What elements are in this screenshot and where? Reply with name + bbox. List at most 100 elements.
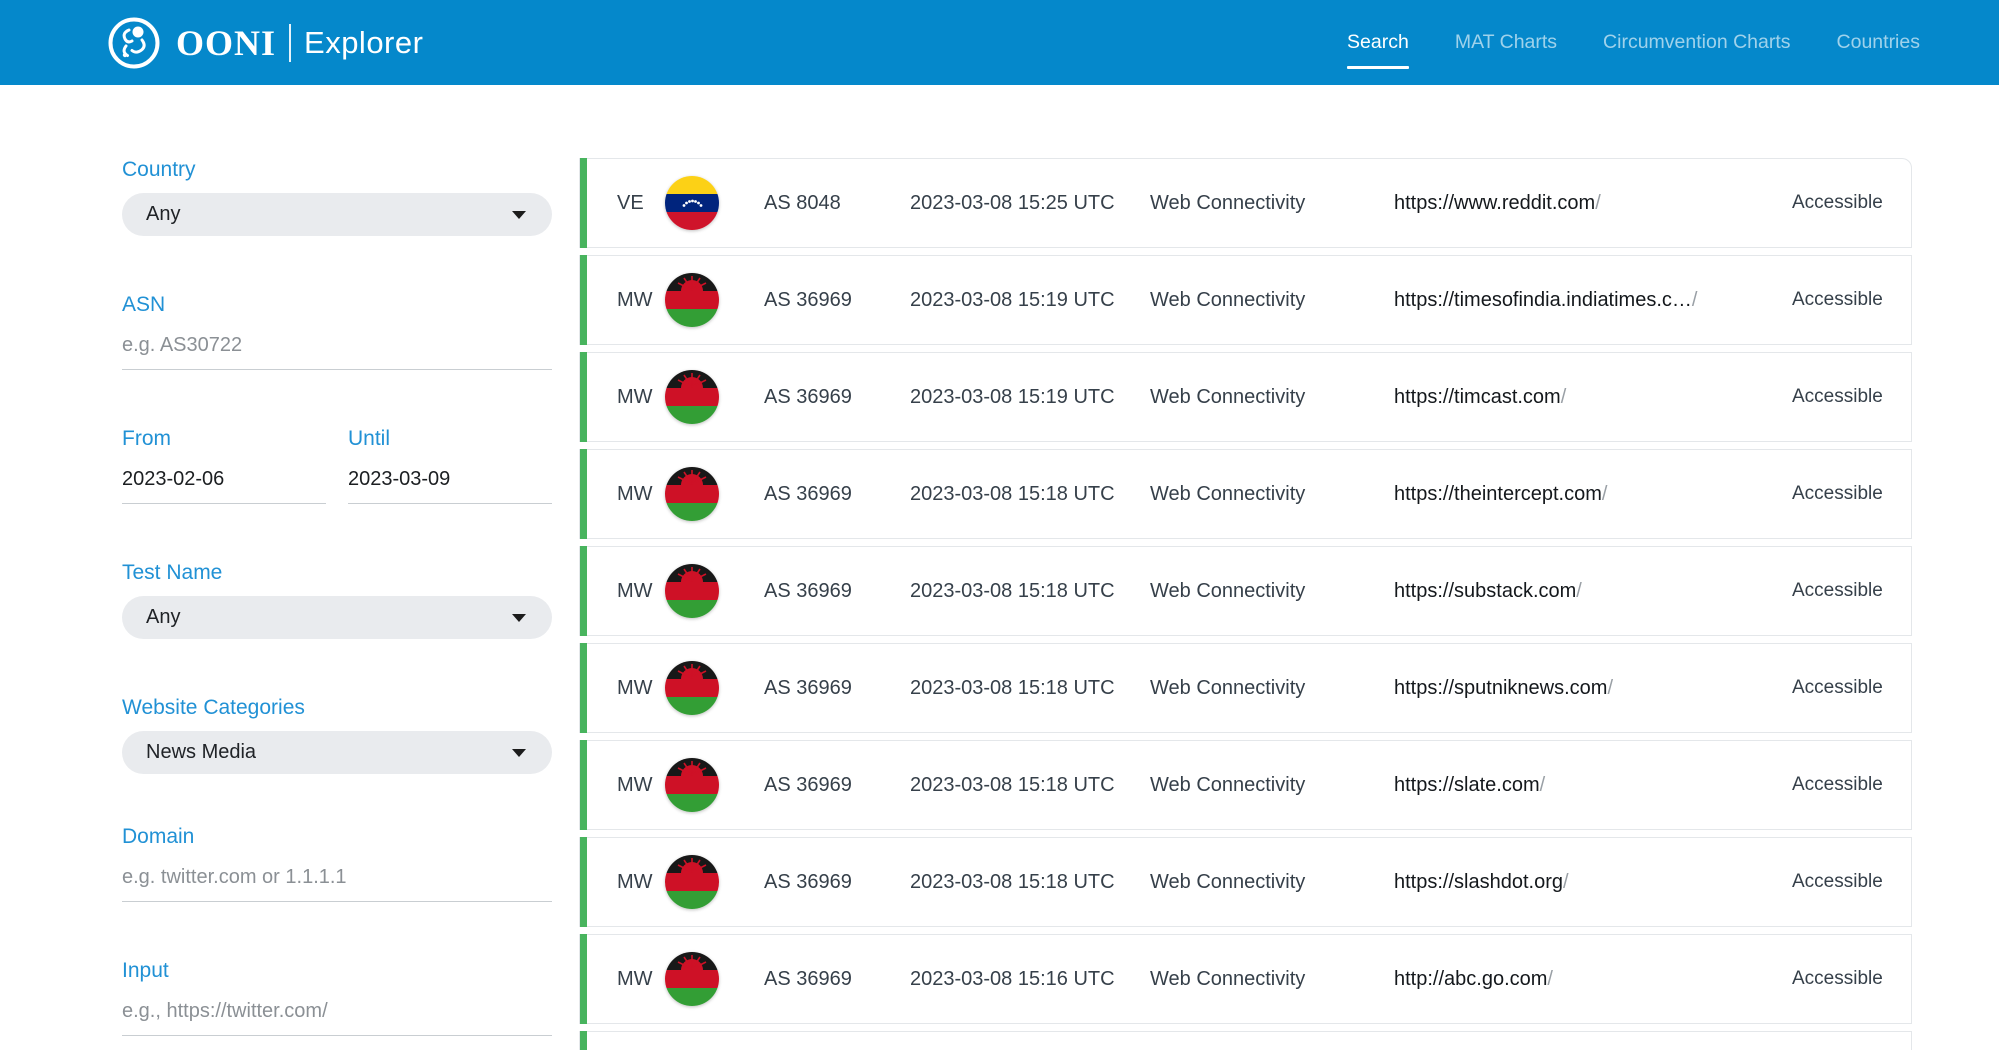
- url-text: https://substack.com: [1394, 579, 1577, 602]
- country-code: MW: [617, 870, 653, 893]
- country-label: Country: [122, 158, 196, 181]
- input-filter: Input: [122, 958, 552, 1036]
- test-name: Web Connectivity: [1150, 967, 1306, 990]
- country-code: MW: [617, 288, 653, 311]
- asn: AS 36969: [764, 967, 852, 990]
- asn-input[interactable]: [122, 324, 552, 370]
- malawi-flag-icon: [665, 273, 719, 327]
- url-trailing-slash: /: [1601, 482, 1608, 505]
- measurement-row[interactable]: MW AS 36969 2023-03-08 15:18 UTC Web Con…: [579, 449, 1912, 539]
- url: https://substack.com/: [1394, 580, 1789, 603]
- filter-sidebar: Country Any ASN From Until: [122, 85, 552, 1036]
- measurement-row[interactable]: MW AS 36969 2023-03-08 15:16 UTC Web Con…: [579, 934, 1912, 1024]
- domain-input[interactable]: [122, 856, 552, 902]
- timestamp: 2023-03-08 15:25 UTC: [910, 191, 1115, 214]
- status-badge: Accessible: [1792, 386, 1883, 407]
- malawi-flag-icon: [665, 661, 719, 715]
- test-name: Web Connectivity: [1150, 191, 1306, 214]
- ooni-home-link[interactable]: OONI Explorer: [108, 17, 423, 69]
- result-status-bar: [580, 449, 587, 539]
- url-text: https://timcast.com: [1394, 385, 1561, 408]
- website-categories-filter: Website Categories News Media: [122, 695, 552, 774]
- country-code: MW: [617, 773, 653, 796]
- ooni-octopus-logo-icon: [108, 17, 160, 69]
- result-status-bar: [580, 352, 587, 442]
- url: https://www.reddit.com/: [1394, 192, 1789, 215]
- test-name-filter: Test Name Any: [122, 560, 552, 639]
- nav-link-countries[interactable]: Countries: [1836, 31, 1920, 53]
- status-badge: Accessible: [1792, 580, 1883, 601]
- asn: AS 36969: [764, 773, 852, 796]
- timestamp: 2023-03-08 15:18 UTC: [910, 773, 1115, 796]
- measurement-row[interactable]: VE AS 8048 2023-03-08 15:25 UTC Web Conn…: [579, 158, 1912, 248]
- measurement-row[interactable]: MW AS 36969 2023-03-08 15:19 UTC Web Con…: [579, 352, 1912, 442]
- measurement-row[interactable]: MW AS 36969 2023-03-08 15:18 UTC Web Con…: [579, 740, 1912, 830]
- result-status-bar: [580, 934, 587, 1024]
- malawi-flag-icon: [665, 564, 719, 618]
- measurement-row[interactable]: MW AS 36969 2023-03-08 15:18 UTC Web Con…: [579, 643, 1912, 733]
- result-status-bar: [580, 837, 587, 927]
- domain-label: Domain: [122, 825, 195, 848]
- url-trailing-slash: /: [1560, 385, 1567, 408]
- malawi-flag-icon: [665, 758, 719, 812]
- url: https://timesofindia.indiatimes.c…/: [1394, 289, 1789, 312]
- test-name-select[interactable]: Any: [122, 596, 552, 639]
- from-date-input[interactable]: [122, 458, 326, 504]
- test-name: Web Connectivity: [1150, 288, 1306, 311]
- url-text: https://theintercept.com: [1394, 482, 1602, 505]
- measurement-row[interactable]: MW AS 36969 2023-03-08 15:18 UTC Web Con…: [579, 837, 1912, 927]
- malawi-flag-icon: [665, 855, 719, 909]
- asn: AS 36969: [764, 579, 852, 602]
- url-trailing-slash: /: [1607, 676, 1613, 699]
- status-badge: Accessible: [1792, 289, 1883, 310]
- brand-name: OONI: [176, 22, 277, 63]
- test-name: Web Connectivity: [1150, 773, 1306, 796]
- nav-link-circumvention-charts[interactable]: Circumvention Charts: [1603, 31, 1791, 53]
- website-categories-select[interactable]: News Media: [122, 731, 552, 774]
- asn: AS 36969: [764, 870, 852, 893]
- timestamp: 2023-03-08 15:19 UTC: [910, 288, 1115, 311]
- url-trailing-slash: /: [1539, 773, 1546, 796]
- from-label: From: [122, 427, 171, 450]
- result-status-bar: [580, 740, 587, 830]
- country-filter: Country Any: [122, 157, 552, 236]
- status-badge: Accessible: [1792, 192, 1883, 213]
- test-name-label: Test Name: [122, 561, 223, 584]
- url: http://abc.go.com/: [1394, 968, 1789, 991]
- country-code: MW: [617, 676, 653, 699]
- timestamp: 2023-03-08 15:18 UTC: [910, 870, 1115, 893]
- measurement-row[interactable]: MW AS 36969 2023-03-08 15:18 UTC Web Con…: [579, 546, 1912, 636]
- asn-label: ASN: [122, 293, 166, 316]
- measurement-row[interactable]: MW AS 36969 2023-03-08 15:19 UTC Web Con…: [579, 255, 1912, 345]
- country-select[interactable]: Any: [122, 193, 552, 236]
- website-categories-select-value: News Media: [146, 741, 257, 763]
- chevron-down-icon: [512, 748, 526, 757]
- timestamp: 2023-03-08 15:16 UTC: [910, 967, 1115, 990]
- asn: AS 8048: [764, 191, 841, 214]
- measurement-row-partial[interactable]: [579, 1031, 1912, 1050]
- main-content: Country Any ASN From Until: [0, 85, 1999, 1050]
- asn: AS 36969: [764, 385, 852, 408]
- url-trailing-slash: /: [1547, 967, 1553, 990]
- asn: AS 36969: [764, 676, 852, 699]
- url-text: https://slate.com: [1394, 773, 1540, 796]
- chevron-down-icon: [512, 210, 526, 219]
- until-label: Until: [348, 427, 391, 450]
- result-status-bar: [580, 158, 587, 248]
- test-name: Web Connectivity: [1150, 870, 1306, 893]
- url-text: http://abc.go.com: [1394, 967, 1548, 990]
- website-categories-label: Website Categories: [122, 696, 305, 719]
- result-status-bar: [580, 1031, 587, 1050]
- test-name: Web Connectivity: [1150, 385, 1306, 408]
- nav-link-mat-charts[interactable]: MAT Charts: [1454, 31, 1558, 53]
- input-url-input[interactable]: [122, 990, 552, 1036]
- status-badge: Accessible: [1792, 774, 1883, 795]
- brand-suffix: Explorer: [304, 24, 424, 60]
- timestamp: 2023-03-08 15:18 UTC: [910, 579, 1115, 602]
- url-trailing-slash: /: [1576, 579, 1582, 602]
- url-trailing-slash: /: [1595, 191, 1601, 214]
- timestamp: 2023-03-08 15:18 UTC: [910, 676, 1115, 699]
- status-badge: Accessible: [1792, 871, 1883, 892]
- until-date-input[interactable]: [348, 458, 552, 504]
- nav-link-search[interactable]: Search: [1347, 31, 1409, 69]
